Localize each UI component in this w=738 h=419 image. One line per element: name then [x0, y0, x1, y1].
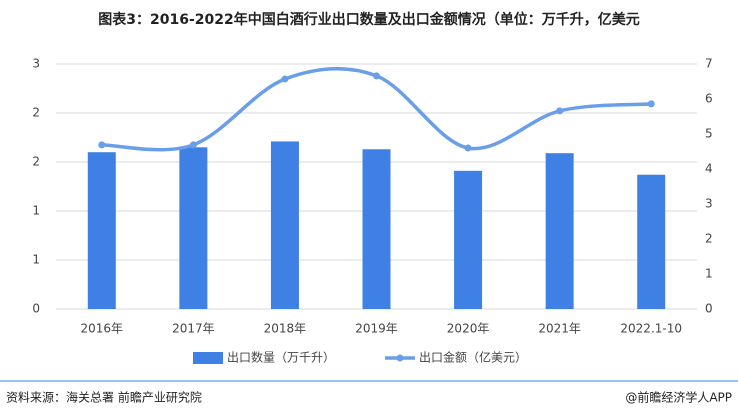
y-tick-label: 1: [32, 204, 40, 218]
source: 资料来源：海关总署 前瞻产业研究院: [6, 390, 202, 405]
y-tick-label: 3: [32, 57, 40, 71]
line-point: [464, 144, 472, 152]
y-tick-label: 2: [32, 106, 40, 120]
bar: [454, 170, 483, 309]
line-point: [98, 141, 106, 149]
bar: [270, 141, 299, 309]
y-tick-label: 0: [32, 302, 40, 316]
bar: [637, 174, 666, 309]
x-tick-label: 2019年: [355, 322, 398, 336]
line-point: [281, 75, 289, 83]
legend-label: 出口金额（亿美元）: [419, 350, 527, 365]
y-tick-label: 1: [32, 253, 40, 267]
x-tick-label: 2020年: [447, 322, 490, 336]
legend-swatch: [396, 354, 404, 362]
line-point: [373, 72, 380, 80]
y2-tick-label: 6: [705, 92, 713, 106]
bar: [545, 153, 574, 309]
x-tick-label: 2016年: [81, 322, 124, 336]
y2-tick-label: 1: [705, 267, 713, 281]
line-point: [189, 141, 197, 149]
x-tick-label: 2017年: [172, 322, 215, 336]
y2-tick-label: 4: [705, 162, 713, 176]
legend-swatch: [193, 352, 223, 364]
chart-title: 图表3：2016-2022年中国白酒行业出口数量及出口金额情况（单位：万千升，亿…: [98, 11, 639, 28]
bar: [362, 149, 391, 309]
x-tick-label: 2018年: [264, 322, 307, 336]
bar: [87, 152, 116, 309]
y2-tick-label: 5: [705, 127, 713, 141]
x-tick-label: 2022.1-10: [620, 322, 682, 336]
credit: @前瞻经济学人APP: [625, 390, 732, 405]
y-tick-label: 2: [32, 155, 40, 169]
line-point: [556, 107, 564, 115]
line-point: [647, 100, 655, 108]
y2-tick-label: 2: [705, 232, 713, 246]
y2-tick-label: 3: [705, 197, 713, 211]
legend-label: 出口数量（万千升）: [227, 350, 335, 365]
bar: [179, 147, 208, 309]
line: [101, 66, 652, 152]
y2-tick-label: 0: [705, 302, 713, 316]
x-tick-label: 2021年: [538, 322, 581, 336]
y2-tick-label: 7: [705, 57, 713, 71]
